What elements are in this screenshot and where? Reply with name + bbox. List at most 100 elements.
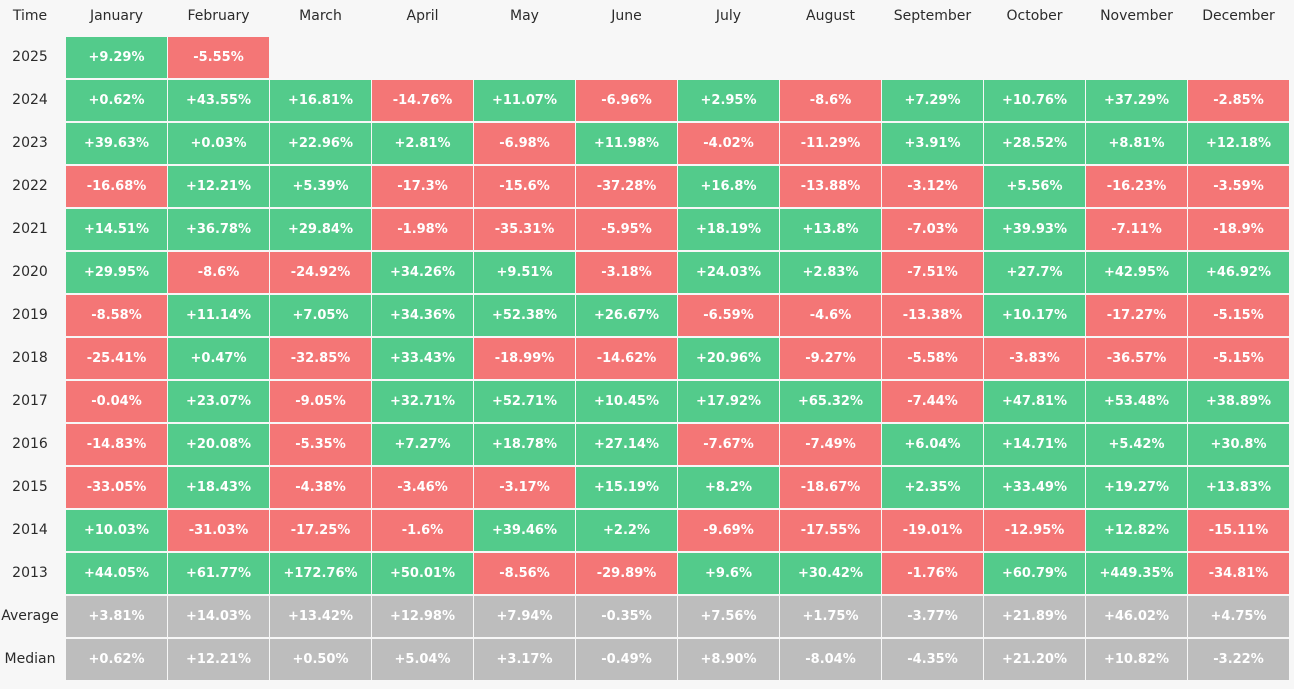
return-cell-2021-march: +29.84% <box>270 209 371 250</box>
row-label-2023: 2023 <box>12 135 48 151</box>
return-cell-2018-april: +33.43% <box>372 338 473 379</box>
return-cell-2014-october: -12.95% <box>984 510 1085 551</box>
return-cell-2016-march: -5.35% <box>270 424 371 465</box>
return-cell-2016-december: +30.8% <box>1188 424 1289 465</box>
return-cell-2018-november: -36.57% <box>1086 338 1187 379</box>
return-cell-2022-november: -16.23% <box>1086 166 1187 207</box>
return-cell-2013-october: +60.79% <box>984 553 1085 594</box>
return-cell-2023-march: +22.96% <box>270 123 371 164</box>
summary-cell-average-february: +14.03% <box>168 596 269 637</box>
return-cell-2017-december: +38.89% <box>1188 381 1289 422</box>
return-cell-2014-july: -9.69% <box>678 510 779 551</box>
column-header-may: May <box>510 8 539 24</box>
return-cell-2021-may: -35.31% <box>474 209 575 250</box>
return-cell-2016-april: +7.27% <box>372 424 473 465</box>
return-cell-2016-august: -7.49% <box>780 424 881 465</box>
return-cell-2022-july: +16.8% <box>678 166 779 207</box>
return-cell-2024-january: +0.62% <box>66 80 167 121</box>
return-cell-2016-september: +6.04% <box>882 424 983 465</box>
return-cell-2015-may: -3.17% <box>474 467 575 508</box>
return-cell-2014-december: -15.11% <box>1188 510 1289 551</box>
return-cell-2024-october: +10.76% <box>984 80 1085 121</box>
return-cell-2024-february: +43.55% <box>168 80 269 121</box>
row-label-2016: 2016 <box>12 436 48 452</box>
return-cell-2013-february: +61.77% <box>168 553 269 594</box>
return-cell-2020-june: -3.18% <box>576 252 677 293</box>
return-cell-2021-february: +36.78% <box>168 209 269 250</box>
return-cell-2020-may: +9.51% <box>474 252 575 293</box>
return-cell-2013-january: +44.05% <box>66 553 167 594</box>
summary-cell-average-june: -0.35% <box>576 596 677 637</box>
return-cell-2021-october: +39.93% <box>984 209 1085 250</box>
return-cell-2024-march: +16.81% <box>270 80 371 121</box>
return-cell-2019-october: +10.17% <box>984 295 1085 336</box>
return-cell-2014-august: -17.55% <box>780 510 881 551</box>
summary-cell-median-march: +0.50% <box>270 639 371 680</box>
return-cell-2014-september: -19.01% <box>882 510 983 551</box>
summary-cell-average-august: +1.75% <box>780 596 881 637</box>
summary-cell-median-august: -8.04% <box>780 639 881 680</box>
return-cell-2013-may: -8.56% <box>474 553 575 594</box>
summary-cell-median-february: +12.21% <box>168 639 269 680</box>
return-cell-2023-december: +12.18% <box>1188 123 1289 164</box>
return-cell-2020-october: +27.7% <box>984 252 1085 293</box>
row-label-2022: 2022 <box>12 178 48 194</box>
return-cell-2021-july: +18.19% <box>678 209 779 250</box>
return-cell-2022-april: -17.3% <box>372 166 473 207</box>
return-cell-2023-october: +28.52% <box>984 123 1085 164</box>
return-cell-2015-august: -18.67% <box>780 467 881 508</box>
row-label-2020: 2020 <box>12 264 48 280</box>
return-cell-2024-june: -6.96% <box>576 80 677 121</box>
column-header-october: October <box>1006 8 1063 24</box>
return-cell-2023-may: -6.98% <box>474 123 575 164</box>
summary-cell-average-september: -3.77% <box>882 596 983 637</box>
return-cell-2015-march: -4.38% <box>270 467 371 508</box>
return-cell-2024-december: -2.85% <box>1188 80 1289 121</box>
return-cell-2015-june: +15.19% <box>576 467 677 508</box>
summary-cell-average-july: +7.56% <box>678 596 779 637</box>
return-cell-2025-january: +9.29% <box>66 37 167 78</box>
return-cell-2015-april: -3.46% <box>372 467 473 508</box>
column-header-april: April <box>406 8 439 24</box>
summary-cell-average-may: +7.94% <box>474 596 575 637</box>
return-cell-2020-december: +46.92% <box>1188 252 1289 293</box>
return-cell-2013-march: +172.76% <box>270 553 371 594</box>
summary-cell-median-november: +10.82% <box>1086 639 1187 680</box>
return-cell-2020-november: +42.95% <box>1086 252 1187 293</box>
return-cell-2022-august: -13.88% <box>780 166 881 207</box>
return-cell-2022-january: -16.68% <box>66 166 167 207</box>
summary-cell-median-september: -4.35% <box>882 639 983 680</box>
return-cell-2023-november: +8.81% <box>1086 123 1187 164</box>
return-cell-2013-april: +50.01% <box>372 553 473 594</box>
summary-cell-average-january: +3.81% <box>66 596 167 637</box>
return-cell-2022-june: -37.28% <box>576 166 677 207</box>
return-cell-2021-august: +13.8% <box>780 209 881 250</box>
return-cell-2019-february: +11.14% <box>168 295 269 336</box>
column-header-february: February <box>187 8 250 24</box>
return-cell-2020-april: +34.26% <box>372 252 473 293</box>
return-cell-2018-june: -14.62% <box>576 338 677 379</box>
time-column-header: Time <box>12 8 48 24</box>
return-cell-2020-march: -24.92% <box>270 252 371 293</box>
return-cell-2016-october: +14.71% <box>984 424 1085 465</box>
return-cell-2014-may: +39.46% <box>474 510 575 551</box>
column-header-july: July <box>715 8 742 24</box>
column-header-june: June <box>611 8 642 24</box>
return-cell-2016-november: +5.42% <box>1086 424 1187 465</box>
return-cell-2018-january: -25.41% <box>66 338 167 379</box>
return-cell-2015-february: +18.43% <box>168 467 269 508</box>
summary-cell-average-april: +12.98% <box>372 596 473 637</box>
return-cell-2014-february: -31.03% <box>168 510 269 551</box>
row-label-2025: 2025 <box>12 49 48 65</box>
summary-cell-median-june: -0.49% <box>576 639 677 680</box>
return-cell-2019-august: -4.6% <box>780 295 881 336</box>
return-cell-2023-april: +2.81% <box>372 123 473 164</box>
return-cell-2021-november: -7.11% <box>1086 209 1187 250</box>
row-label-2021: 2021 <box>12 221 48 237</box>
return-cell-2013-august: +30.42% <box>780 553 881 594</box>
return-cell-2019-september: -13.38% <box>882 295 983 336</box>
row-label-2018: 2018 <box>12 350 48 366</box>
return-cell-2019-november: -17.27% <box>1086 295 1187 336</box>
return-cell-2019-december: -5.15% <box>1188 295 1289 336</box>
